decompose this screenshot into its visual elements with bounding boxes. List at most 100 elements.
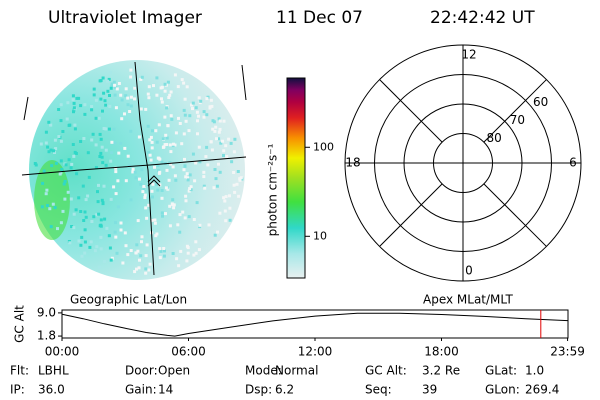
- speckle-dot: [117, 151, 121, 155]
- speckle-dot: [131, 167, 135, 171]
- speckle-dot: [206, 163, 210, 167]
- speckle-dot: [124, 179, 128, 183]
- speckle-dot: [164, 186, 168, 190]
- speckle-dot: [112, 127, 116, 131]
- speckle-dot: [194, 240, 198, 244]
- speckle-dot: [164, 212, 167, 216]
- speckle-dot: [202, 115, 206, 119]
- speckle-dot: [148, 153, 152, 157]
- speckle-dot: [115, 251, 119, 255]
- speckle-dot: [94, 143, 98, 147]
- speckle-dot: [159, 249, 163, 253]
- speckle-dot: [162, 145, 166, 149]
- speckle-dot: [86, 194, 90, 198]
- speckle-dot: [137, 266, 141, 270]
- speckle-dot: [119, 228, 123, 232]
- speckle-dot: [112, 80, 116, 84]
- speckle-dot: [174, 131, 178, 135]
- speckle-dot: [114, 221, 117, 225]
- speckle-dot: [187, 129, 191, 133]
- alt-ytick-label: 1.8: [37, 329, 56, 343]
- speckle-dot: [163, 115, 167, 119]
- speckle-dot: [146, 124, 150, 128]
- speckle-dot: [229, 141, 233, 145]
- speckle-dot: [139, 107, 143, 111]
- speckle-dot: [110, 256, 114, 260]
- speckle-dot: [161, 214, 164, 218]
- speckle-dot: [186, 176, 189, 180]
- speckle-dot: [91, 132, 95, 136]
- speckle-dot: [149, 158, 153, 162]
- speckle-dot: [165, 143, 169, 146]
- speckle-dot: [127, 163, 131, 167]
- uv-image: [21, 60, 247, 280]
- info-value: 39: [422, 383, 437, 397]
- speckle-dot: [135, 243, 139, 247]
- speckle-dot: [182, 81, 186, 85]
- speckle-dot: [165, 106, 169, 110]
- speckle-dot: [165, 168, 169, 172]
- position-marker: [147, 179, 161, 187]
- speckle-dot: [197, 114, 200, 118]
- speckle-dot: [90, 108, 94, 112]
- speckle-dot: [146, 92, 150, 96]
- speckle-dot: [191, 152, 195, 156]
- speckle-dot: [186, 251, 190, 255]
- speckle-dot: [227, 137, 231, 141]
- speckle-dot: [94, 116, 98, 120]
- speckle-dot: [106, 89, 110, 93]
- speckle-dot: [97, 116, 101, 120]
- speckle-dot: [163, 249, 166, 253]
- speckle-dot: [115, 87, 119, 91]
- speckle-dot: [117, 82, 121, 85]
- speckle-dot: [187, 189, 191, 193]
- speckle-dot: [126, 154, 130, 158]
- speckle-dot: [79, 140, 83, 143]
- mlt-label: 6: [569, 156, 577, 170]
- alt-frame: [61, 309, 569, 339]
- map-grid: [134, 61, 155, 276]
- speckle-dot: [214, 177, 218, 181]
- speckle-dot: [156, 163, 160, 167]
- speckle-dot: [101, 109, 104, 113]
- speckle-dot: [155, 140, 159, 144]
- speckle-dot: [126, 253, 130, 257]
- speckle-dot: [217, 130, 221, 134]
- speckle-dot: [168, 204, 172, 208]
- speckle-dot: [121, 261, 125, 265]
- speckle-dot: [180, 142, 184, 146]
- speckle-dot: [99, 218, 103, 222]
- speckle-dot: [59, 119, 63, 123]
- speckle-dot: [57, 135, 61, 138]
- speckle-dot: [202, 175, 206, 179]
- speckle-dot: [133, 170, 137, 174]
- speckle-dot: [150, 189, 154, 193]
- speckle-dot: [163, 143, 167, 147]
- speckle-dot: [108, 246, 112, 250]
- info-label: Dsp:: [245, 383, 272, 397]
- info-value: Open: [158, 364, 190, 378]
- speckle-dot: [133, 270, 137, 274]
- speckle-dot: [171, 198, 175, 202]
- speckle-dot: [90, 105, 94, 108]
- speckle-dot: [143, 193, 147, 197]
- speckle-dot: [173, 73, 177, 77]
- speckle-dot: [83, 240, 87, 244]
- speckle-dot: [40, 205, 44, 209]
- position-marker: [147, 175, 161, 183]
- speckle-dot: [153, 218, 157, 222]
- speckle-dot: [217, 162, 220, 166]
- speckle-dot: [97, 183, 100, 187]
- speckle-dot: [113, 141, 117, 145]
- speckle-dot: [47, 120, 51, 124]
- info-label: GC Alt:: [365, 364, 407, 378]
- info-label: Flt:: [10, 364, 29, 378]
- speckle-dot: [224, 144, 228, 148]
- speckle-dot: [80, 235, 84, 239]
- speckle-dot: [83, 210, 87, 214]
- speckle-dot: [123, 112, 126, 116]
- speckle-dot: [150, 218, 154, 222]
- speckle-dot: [183, 113, 187, 117]
- mlt-label: 12: [461, 48, 476, 62]
- speckle-dot: [59, 139, 63, 143]
